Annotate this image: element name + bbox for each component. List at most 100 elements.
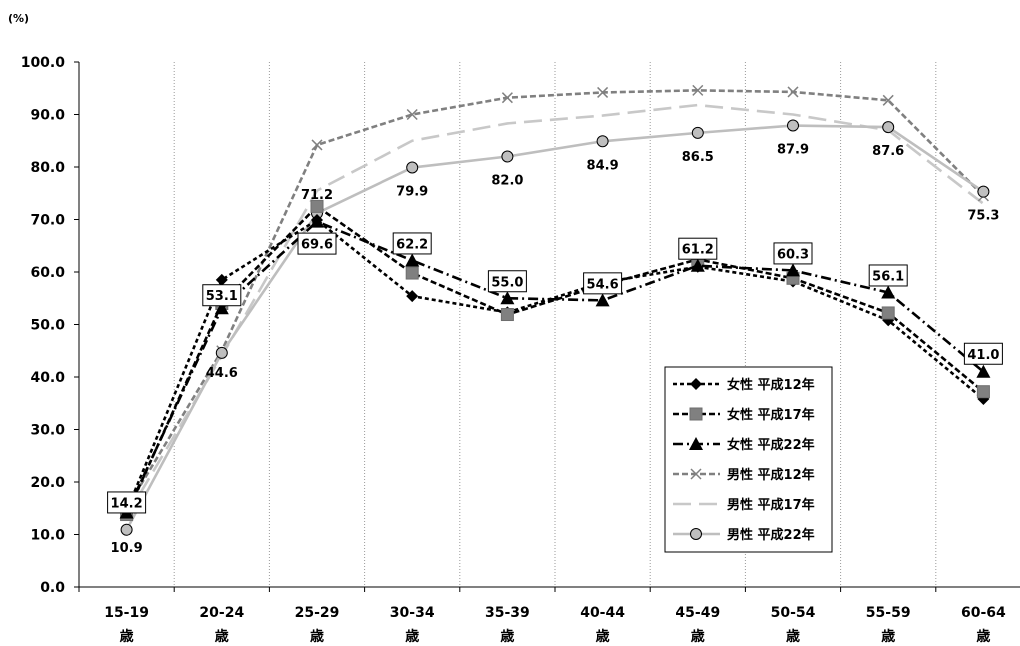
- data-label-box-female-h22: [868, 264, 908, 287]
- y-tick-label: 10.0: [30, 528, 65, 544]
- data-point-2-6: [690, 258, 705, 272]
- data-label-box-female-h22: [392, 232, 432, 255]
- data-point-0-1: [215, 273, 228, 286]
- legend-label: 男性 平成22年: [727, 527, 815, 543]
- y-tick-label: 100.0: [21, 55, 66, 71]
- data-label-female-h22: 56.1: [872, 269, 904, 284]
- x-tick-label-suffix: 歳: [500, 628, 514, 645]
- data-point-5-9: [977, 185, 990, 198]
- data-point-2-5: [595, 293, 610, 307]
- data-label-box-female-h22: [773, 242, 813, 265]
- legend-swatch-marker: [689, 407, 703, 421]
- data-point-1-4: [500, 308, 514, 322]
- data-label-box-female-h22: [963, 342, 1003, 365]
- data-point-5-7: [787, 119, 799, 132]
- x-tick-label: 15-19: [104, 605, 149, 621]
- data-label-male-h22: 44.6: [206, 366, 238, 381]
- x-tick-label: 25-29: [295, 605, 340, 621]
- x-tick-label-suffix: 歳: [691, 628, 705, 645]
- data-label-female-h22: 14.2: [111, 496, 143, 511]
- data-label-female-h22: 69.6: [301, 238, 333, 253]
- data-label-male-h22: 75.3: [967, 209, 999, 224]
- data-point-1-3: [405, 266, 419, 280]
- data-point-1-2: [310, 199, 324, 213]
- legend-label: 男性 平成17年: [727, 497, 815, 513]
- data-label-female-h22: 62.2: [396, 237, 428, 252]
- x-tick-label-suffix: 歳: [310, 628, 324, 645]
- data-point-1-9: [976, 385, 990, 399]
- legend-swatch-marker: [690, 468, 702, 480]
- data-point-2-4: [500, 291, 515, 305]
- data-point-3-3: [406, 108, 418, 121]
- data-label-female-h22: 60.3: [777, 247, 809, 262]
- data-label-female-h22: 55.0: [491, 275, 523, 290]
- data-label-male-h22: 71.2: [301, 188, 333, 203]
- x-tick-label-suffix: 歳: [596, 628, 610, 645]
- legend-swatch-marker: [689, 437, 703, 450]
- series-line-5: [125, 124, 985, 531]
- x-tick-label-suffix: 歳: [215, 628, 229, 645]
- legend-label: 男性 平成12年: [727, 467, 815, 483]
- data-point-5-4: [501, 150, 514, 163]
- x-tick-label: 30-34: [390, 605, 435, 621]
- legend-swatch-marker: [690, 378, 702, 390]
- data-point-2-3: [405, 253, 420, 267]
- data-label-male-h22: 84.9: [587, 158, 619, 173]
- series-line-2: [125, 220, 985, 513]
- data-point-2-8: [881, 285, 896, 299]
- series-line-0: [125, 218, 985, 512]
- x-tick-label-suffix: 歳: [976, 628, 990, 645]
- data-label-box-female-h22: [202, 284, 242, 307]
- data-point-1-8: [881, 306, 895, 320]
- data-point-2-9: [976, 364, 991, 378]
- data-point-3-6: [692, 84, 704, 96]
- data-point-3-7: [787, 86, 799, 98]
- data-label-male-h22: 86.5: [682, 150, 714, 165]
- x-tick-label-suffix: 歳: [120, 628, 134, 645]
- y-tick-label: 50.0: [30, 318, 65, 334]
- data-label-male-h22: 87.9: [777, 143, 809, 158]
- data-label-male-h22: 87.6: [872, 144, 904, 159]
- x-tick-label: 20-24: [199, 605, 244, 621]
- data-point-5-5: [596, 135, 609, 148]
- x-tick-label: 45-49: [675, 605, 720, 621]
- legend-label: 女性 平成12年: [727, 377, 815, 393]
- y-tick-label: 80.0: [30, 160, 65, 176]
- data-point-3-8: [882, 94, 894, 106]
- data-label-female-h22: 53.1: [206, 289, 238, 304]
- x-tick-label-suffix: 歳: [881, 628, 895, 645]
- data-label-box-female-h22: [678, 237, 718, 260]
- y-unit-label: (%): [8, 12, 29, 25]
- y-tick-label: 40.0: [30, 370, 65, 386]
- x-tick-label: 60-64: [961, 605, 1006, 621]
- data-label-male-h22: 79.9: [396, 185, 428, 200]
- legend-label: 女性 平成22年: [727, 437, 815, 453]
- legend-swatch-marker: [690, 528, 702, 540]
- data-point-5-6: [691, 126, 704, 139]
- y-tick-label: 70.0: [30, 213, 65, 229]
- y-tick-label: 90.0: [30, 108, 65, 124]
- data-point-5-1: [215, 346, 228, 359]
- legend-box: [664, 366, 833, 553]
- x-tick-label-suffix: 歳: [786, 628, 800, 645]
- legend-label: 女性 平成17年: [727, 407, 815, 423]
- data-point-3-4: [501, 92, 513, 104]
- series-line-3: [125, 89, 985, 509]
- x-tick-label: 55-59: [866, 605, 911, 621]
- x-tick-label: 40-44: [580, 605, 625, 621]
- data-point-2-7: [786, 263, 800, 277]
- data-point-5-3: [406, 161, 419, 174]
- data-point-3-2: [311, 139, 323, 151]
- y-tick-label: 0.0: [40, 580, 65, 596]
- data-label-box-female-h22: [583, 272, 623, 295]
- data-label-box-female-h22: [107, 491, 147, 514]
- data-point-5-0: [120, 523, 133, 536]
- series-line-1: [125, 205, 985, 516]
- x-tick-label-suffix: 歳: [405, 628, 419, 645]
- data-label-female-h22: 61.2: [682, 243, 714, 258]
- data-label-female-h22: 54.6: [587, 277, 619, 292]
- data-label-box-female-h22: [487, 270, 527, 293]
- y-tick-label: 20.0: [30, 475, 65, 491]
